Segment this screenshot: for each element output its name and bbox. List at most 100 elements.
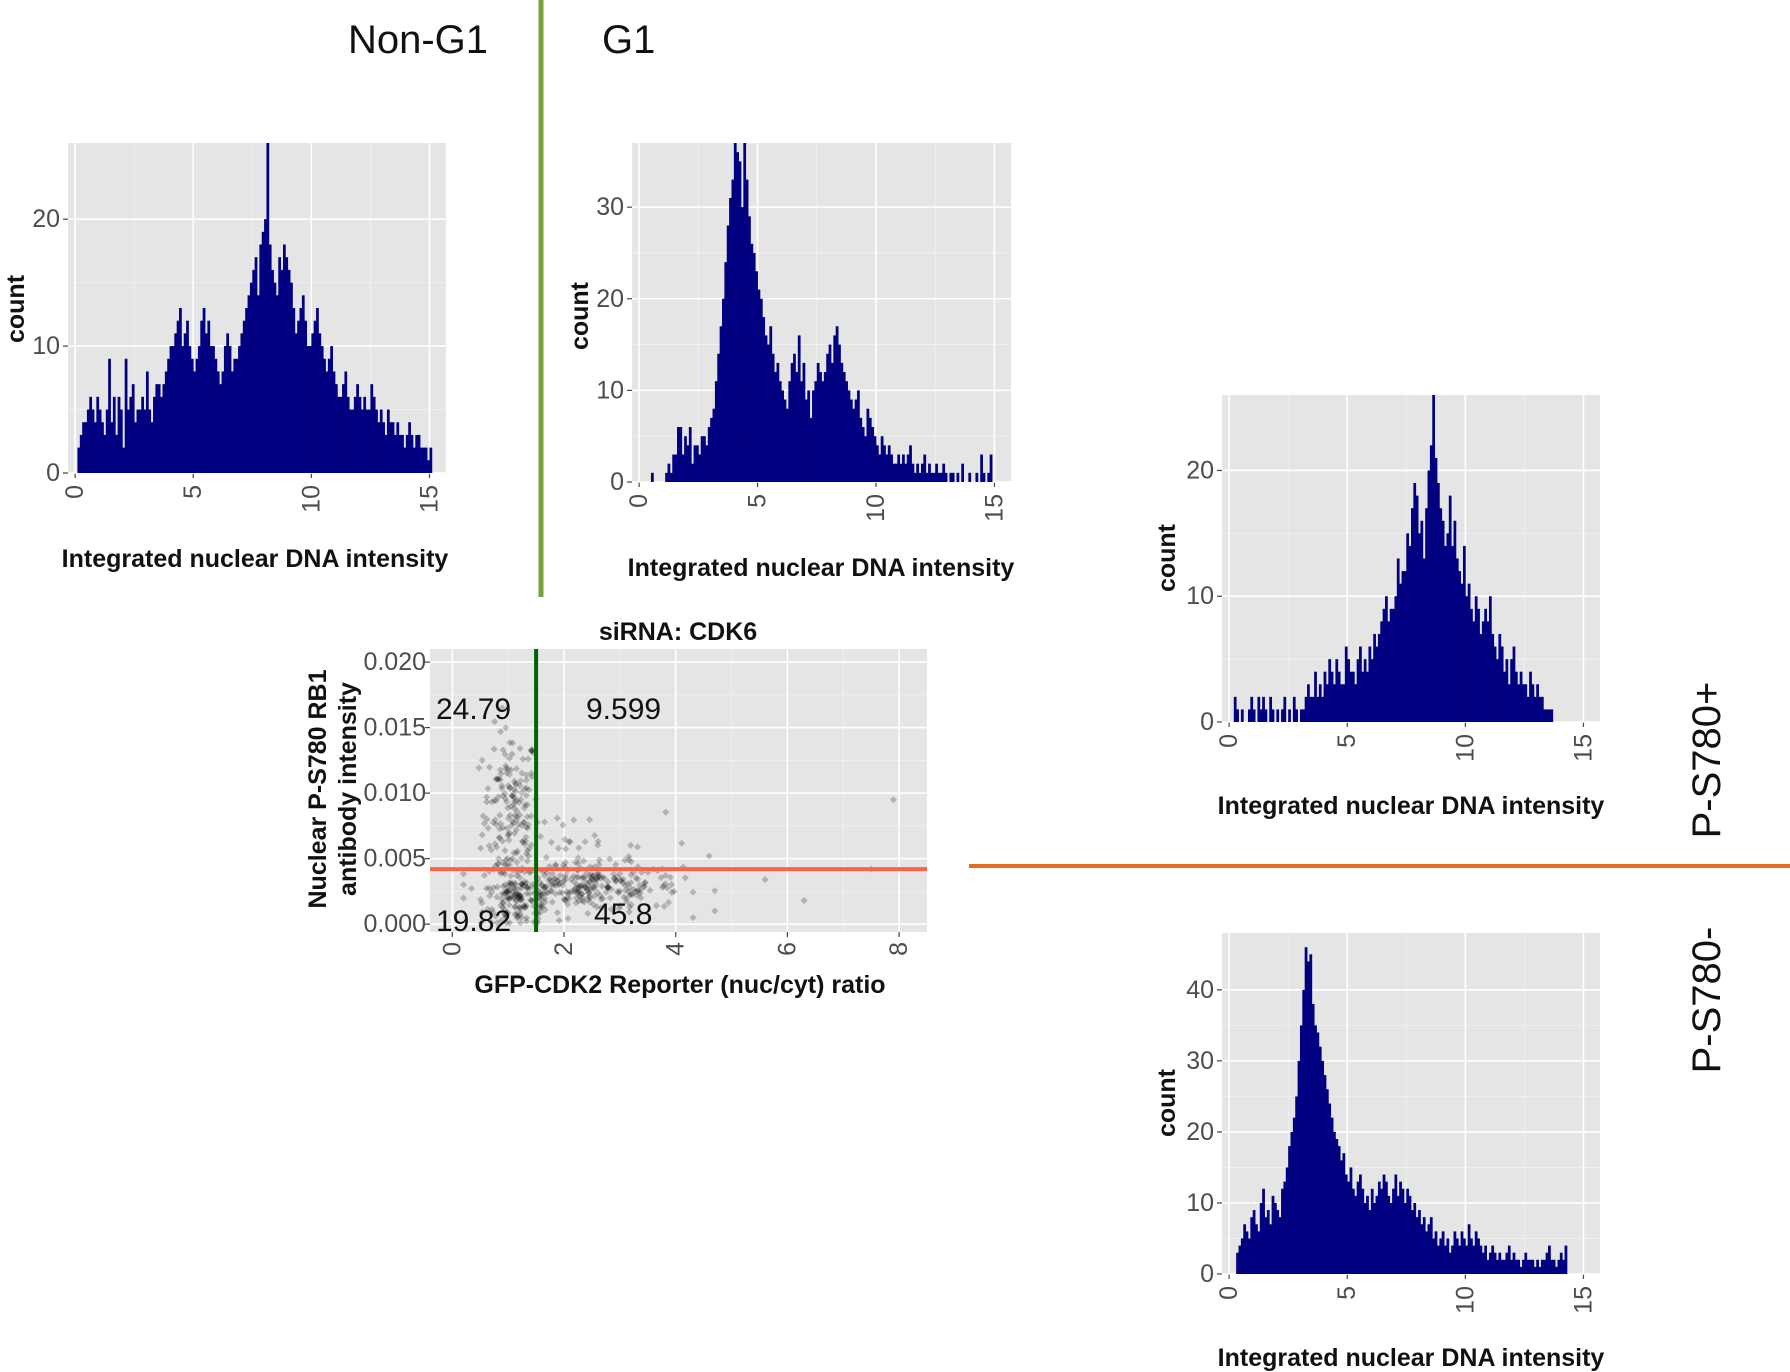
scatter-point [561,876,569,885]
x-axis-title: Integrated nuclear DNA intensity [62,545,449,573]
histogram-bar [1375,646,1379,722]
scatter-point [526,896,535,904]
histogram-bar [733,143,737,482]
scatter-point [597,895,605,903]
scatter-point [504,832,512,840]
scatter-point [517,854,525,862]
histogram-bar [688,427,692,482]
histogram-bar [1413,1202,1417,1274]
scatter-point [571,888,579,896]
scatter-point [613,888,621,896]
histogram-bar [935,463,938,482]
histogram-bar [1460,583,1464,722]
scatter-point [611,875,619,883]
histogram-bar [1392,1188,1395,1274]
scatter-point [606,894,614,902]
scatter-point [594,841,602,849]
histogram-bar [1297,1060,1301,1274]
scatter-point [628,891,636,899]
scatter-point [564,900,572,908]
histogram-bar [937,472,941,482]
scatter-point [527,769,535,777]
histogram-bar [1526,1259,1530,1274]
scatter-point [522,833,530,841]
histogram-bar [1550,1259,1554,1274]
scatter-point [516,782,524,790]
histogram-bar [93,422,97,473]
histogram-bar [1474,1231,1478,1274]
scatter-point [580,898,588,906]
scatter-point [572,894,580,902]
histogram-bar [1465,596,1469,722]
histogram-bar [816,362,820,482]
y-tick-label: 20 [1186,456,1214,484]
histogram-bar [1314,1025,1317,1274]
histogram-bar [864,436,867,482]
x-tick-label: 15 [980,494,1008,522]
histogram-bar [1488,596,1492,722]
histogram-bar [344,371,348,473]
scatter-point [604,883,612,891]
scatter-point [511,910,519,918]
histogram-bar [167,358,170,473]
scatter-point [600,874,608,882]
y-tick-label: 0.015 [363,714,426,742]
histogram-bar [989,454,993,482]
scatter-point [538,901,546,909]
scatter-point [565,838,573,846]
histogram-bar [1474,596,1478,722]
x-tick-label: 15 [1569,1286,1597,1314]
histogram-bar [845,381,848,482]
scatter-point [511,879,519,887]
histogram-bar [1330,671,1334,722]
scatter-point [574,889,582,897]
histogram-bar [1278,1217,1282,1274]
scatter-point [485,884,493,892]
scatter-point [490,745,498,753]
x-tick-label: 10 [1451,1286,1479,1314]
scatter-point [528,896,536,904]
scatter-point [528,897,536,905]
scatter-point [567,875,575,883]
scatter-point [509,888,517,896]
scatter-point [506,784,514,792]
scatter-point [513,871,521,879]
histogram-bar [767,344,770,482]
histogram-bar [949,472,953,482]
histogram-bar [1517,684,1521,722]
scatter-point [664,898,673,907]
histogram-bar [98,409,102,473]
scatter-point [617,876,625,884]
histogram-bar [157,384,161,473]
scatter-point [552,881,560,890]
histogram-bar [724,262,728,482]
histogram-bar [337,396,341,473]
histogram-bar [861,427,865,482]
scatter-point [478,908,486,916]
scatter-point [505,784,513,792]
histogram-g1: 0 5 10 15 0 10 20 30 Integrated nuclear DNA inte… [566,143,1014,582]
scatter-point [587,886,595,894]
scatter-point [497,902,505,910]
scatter-point [581,838,589,846]
histogram-bar [1304,696,1308,722]
scatter-point [705,852,713,860]
scatter-point [502,856,510,864]
histogram-bar [1411,1210,1414,1274]
histogram-bar [1465,1245,1469,1274]
scatter-point [547,838,555,846]
histogram-bar [1354,684,1358,722]
histogram-bar [1403,571,1407,722]
scatter-point [503,908,511,916]
x-tick-label: 5 [1333,734,1361,748]
scatter-point [623,898,631,906]
scatter-point [657,874,665,882]
histogram-bar [740,207,744,482]
scatter-point [507,821,516,830]
scatter-point [569,872,578,880]
y-axis-title: count [1153,1068,1181,1137]
scatter-point [514,885,522,893]
histogram-bar [819,372,822,482]
scatter-point [492,797,500,805]
